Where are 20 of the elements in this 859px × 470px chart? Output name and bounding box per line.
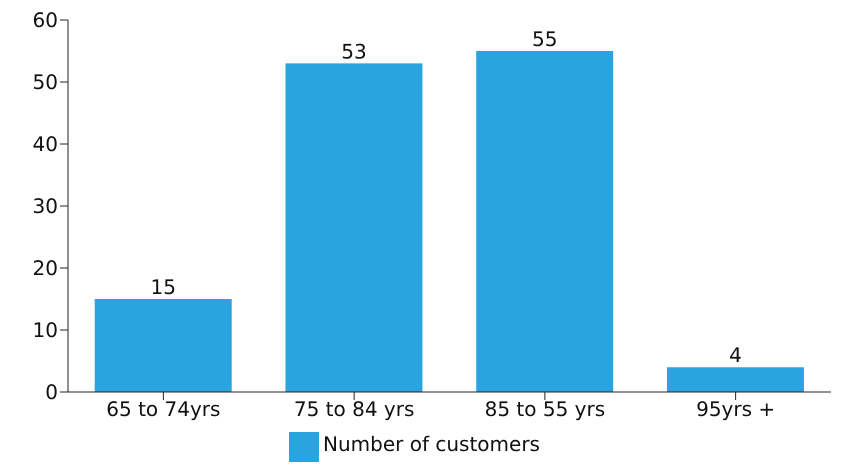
y-tick-label: 50 xyxy=(32,70,58,94)
x-tick-label: 85 to 55 yrs xyxy=(484,397,606,422)
y-tick-label: 20 xyxy=(32,256,58,280)
data-label: 4 xyxy=(729,343,742,368)
legend-label: Number of customers xyxy=(323,432,540,456)
bar xyxy=(94,299,232,392)
y-tick-label: 0 xyxy=(45,380,58,404)
y-tick-label: 60 xyxy=(32,8,58,32)
y-tick-label: 10 xyxy=(32,318,58,342)
bar xyxy=(666,367,804,392)
y-tick-label: 40 xyxy=(32,132,58,156)
data-label: 15 xyxy=(150,275,176,299)
data-label: 55 xyxy=(532,27,558,51)
x-tick-label: 75 to 84 yrs xyxy=(294,397,414,422)
x-tick-label: 95yrs + xyxy=(696,397,776,422)
bar xyxy=(285,63,422,392)
data-label: 53 xyxy=(341,39,367,64)
x-tick-label: 65 to 74yrs xyxy=(106,397,220,422)
y-tick-label: 30 xyxy=(32,194,58,218)
bar xyxy=(476,51,614,392)
